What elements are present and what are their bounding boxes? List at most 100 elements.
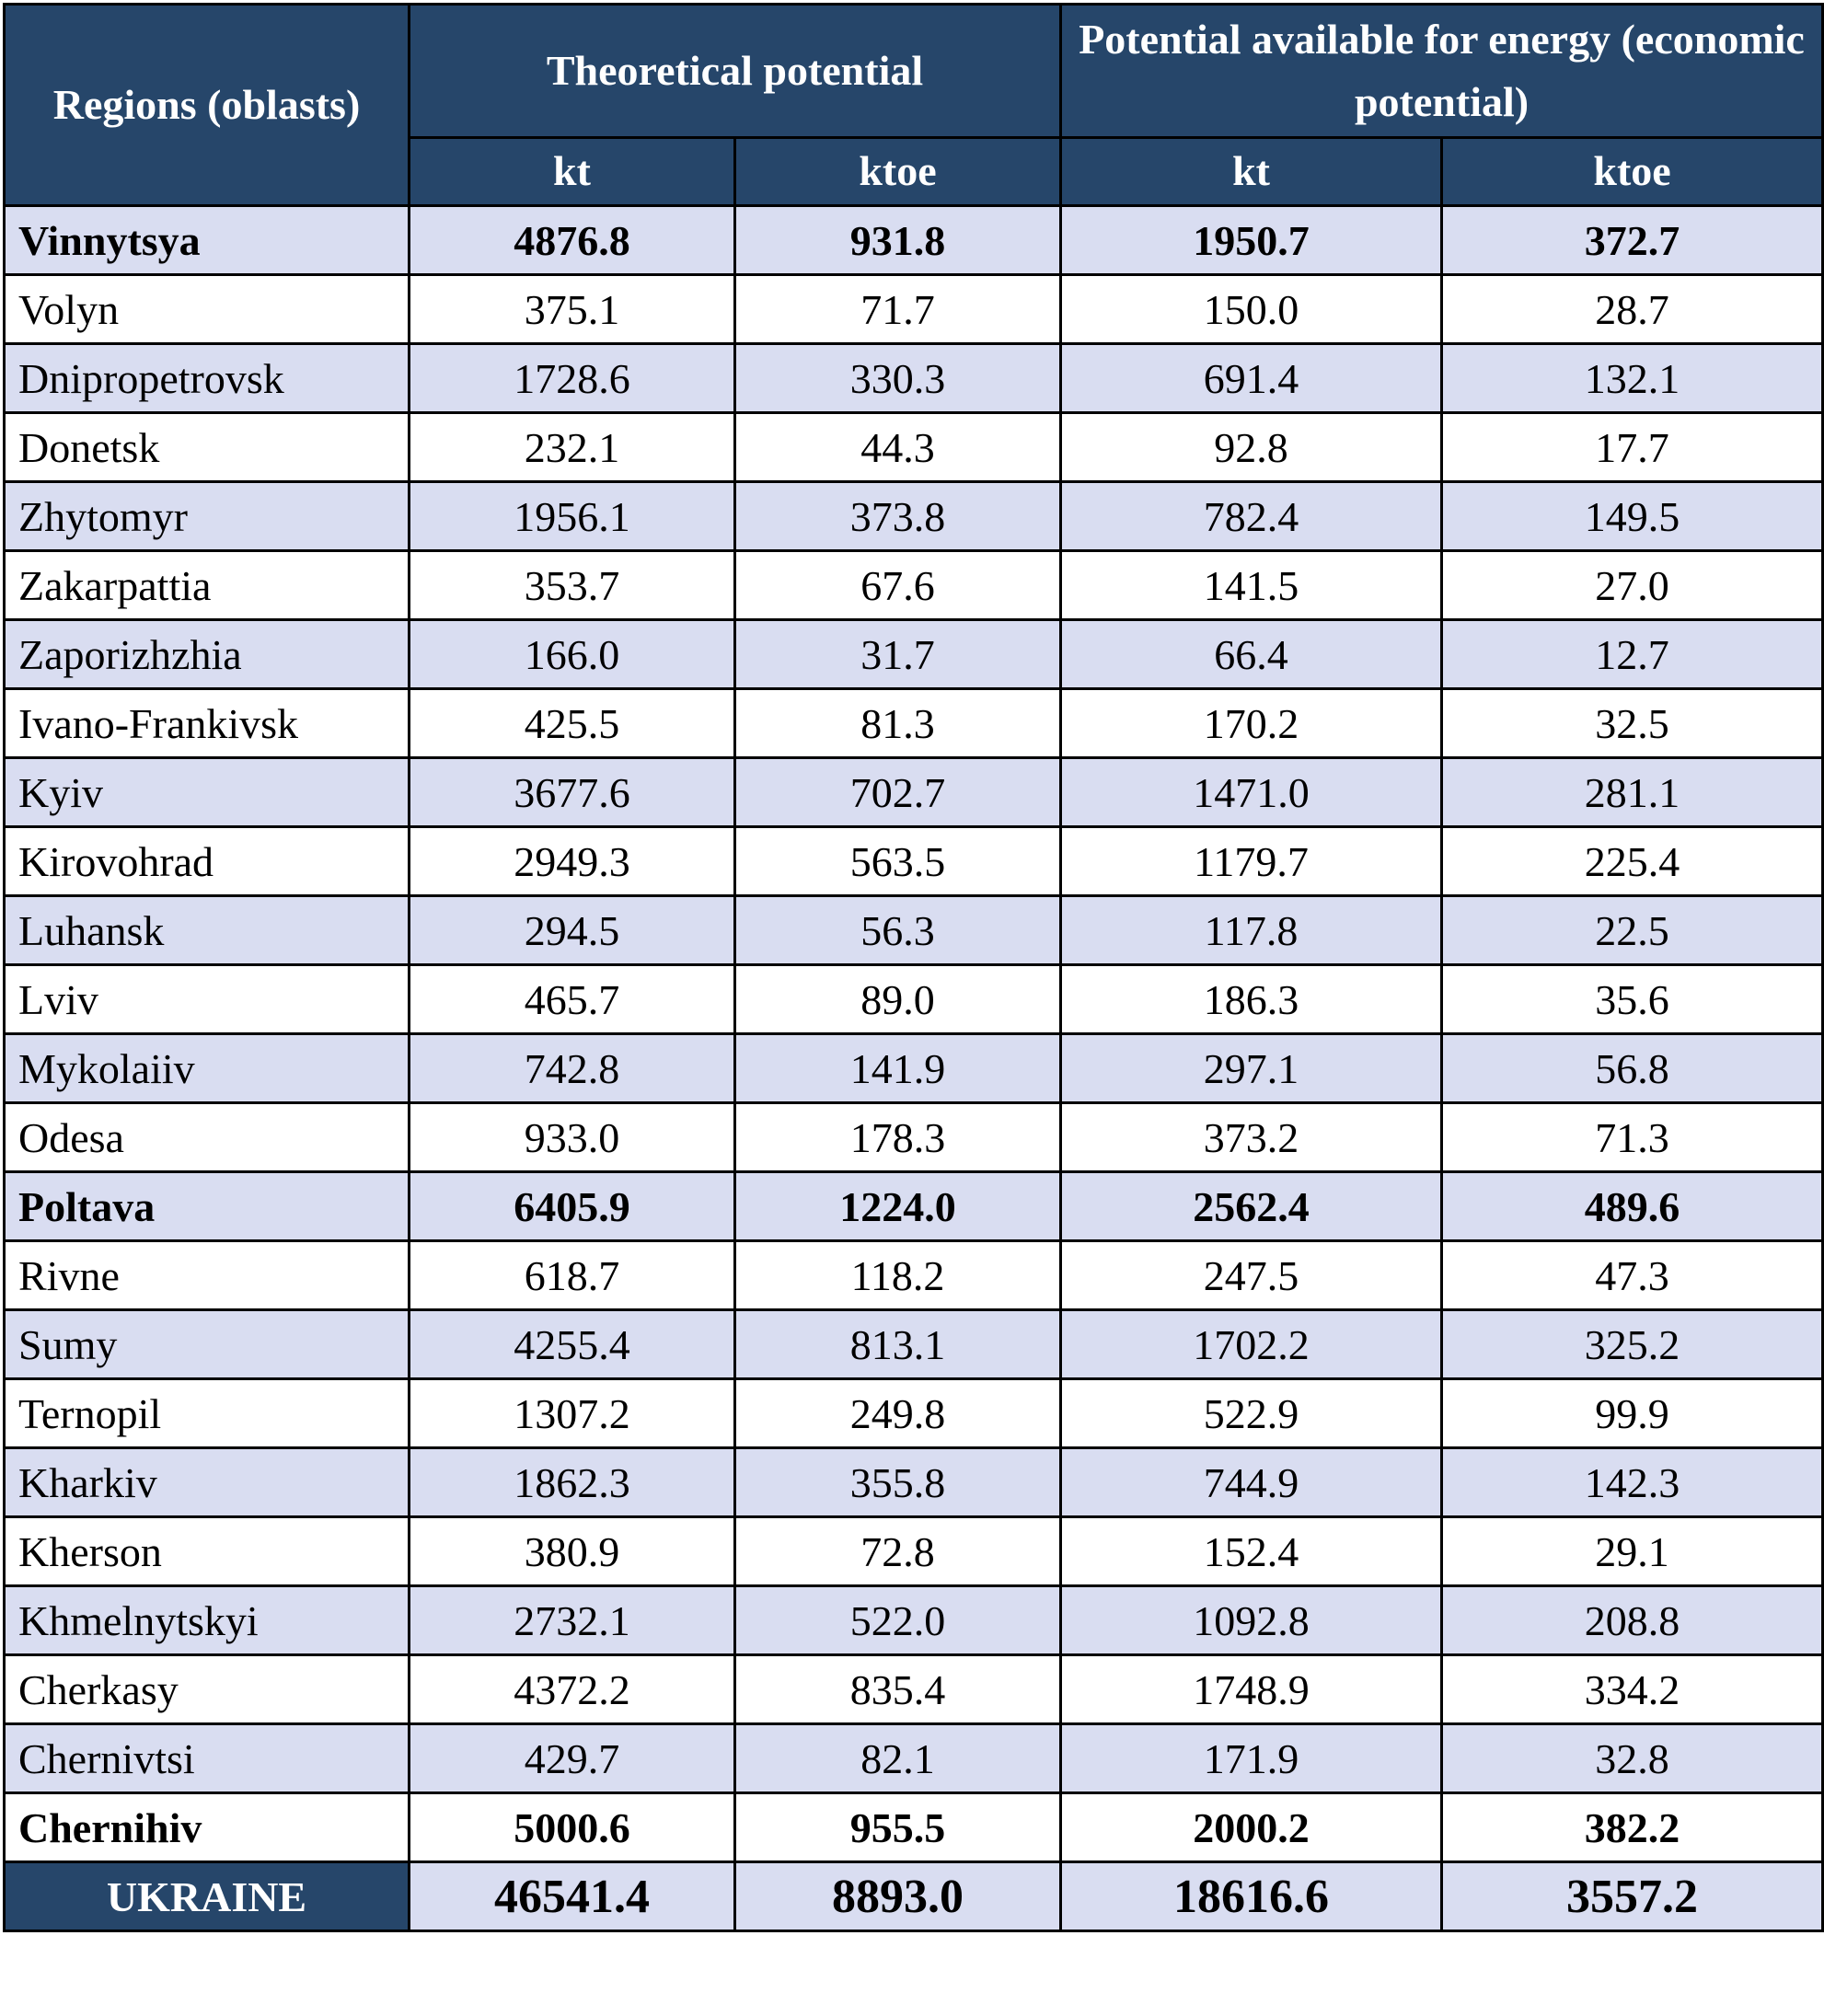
cell-economic-ktoe: 382.2 [1440, 1791, 1824, 1863]
cell-economic-ktoe: 71.3 [1440, 1101, 1824, 1173]
cell-economic-kt: 1471.0 [1059, 756, 1444, 828]
table-row: Volyn 375.1 71.7 150.0 28.7 [3, 273, 1824, 345]
table-row: Chernihiv 5000.6 955.5 2000.2 382.2 [3, 1791, 1824, 1863]
cell-theoretical-ktoe: 141.9 [733, 1032, 1063, 1104]
cell-region: Ternopil [3, 1377, 410, 1449]
cell-economic-kt: 782.4 [1059, 480, 1444, 552]
cell-theoretical-ktoe: 178.3 [733, 1101, 1063, 1173]
cell-region: Volyn [3, 273, 410, 345]
cell-theoretical-ktoe: 702.7 [733, 756, 1063, 828]
cell-economic-kt: 170.2 [1059, 687, 1444, 759]
table-row: Kharkiv 1862.3 355.8 744.9 142.3 [3, 1446, 1824, 1518]
cell-economic-kt: 1092.8 [1059, 1584, 1444, 1656]
header-theoretical-potential: Theoretical potential [407, 3, 1063, 139]
cell-theoretical-ktoe: 89.0 [733, 963, 1063, 1035]
cell-economic-ktoe: 208.8 [1440, 1584, 1824, 1656]
cell-economic-kt: 1950.7 [1059, 204, 1444, 276]
table-row: Khmelnytskyi 2732.1 522.0 1092.8 208.8 [3, 1584, 1824, 1656]
cell-region: Zaporizhzhia [3, 618, 410, 690]
header-theoretical-ktoe: ktoe [733, 135, 1063, 208]
cell-economic-ktoe: 325.2 [1440, 1308, 1824, 1380]
cell-theoretical-kt: 618.7 [408, 1239, 736, 1311]
cell-theoretical-kt: 3677.6 [408, 756, 736, 828]
table-row: Kirovohrad 2949.3 563.5 1179.7 225.4 [3, 825, 1824, 897]
cell-economic-kt: 66.4 [1059, 618, 1444, 690]
cell-theoretical-kt: 465.7 [408, 963, 736, 1035]
cell-theoretical-kt: 294.5 [408, 894, 736, 966]
cell-region: Kharkiv [3, 1446, 410, 1518]
cell-theoretical-ktoe: 373.8 [733, 480, 1063, 552]
cell-economic-kt: 2562.4 [1059, 1170, 1444, 1242]
header-theoretical-kt: kt [408, 135, 736, 208]
cell-economic-kt: 1748.9 [1059, 1653, 1444, 1725]
table-row: Zhytomyr 1956.1 373.8 782.4 149.5 [3, 480, 1824, 552]
cell-region: Donetsk [3, 411, 410, 483]
cell-economic-kt: 150.0 [1059, 273, 1444, 345]
cell-region: Mykolaiiv [3, 1032, 410, 1104]
table-row: Zaporizhzhia 166.0 31.7 66.4 12.7 [3, 618, 1824, 690]
cell-theoretical-ktoe: 355.8 [733, 1446, 1063, 1518]
cell-economic-ktoe: 372.7 [1440, 204, 1824, 276]
cell-theoretical-kt: 1956.1 [408, 480, 736, 552]
cell-theoretical-kt: 429.7 [408, 1722, 736, 1794]
table-row: Dnipropetrovsk 1728.6 330.3 691.4 132.1 [3, 342, 1824, 414]
cell-economic-ktoe: 12.7 [1440, 618, 1824, 690]
cell-theoretical-kt: 742.8 [408, 1032, 736, 1104]
cell-economic-ktoe: 334.2 [1440, 1653, 1824, 1725]
cell-theoretical-ktoe: 118.2 [733, 1239, 1063, 1311]
table-row: Vinnytsya 4876.8 931.8 1950.7 372.7 [3, 204, 1824, 276]
cell-economic-kt: 92.8 [1059, 411, 1444, 483]
cell-economic-ktoe: 29.1 [1440, 1515, 1824, 1587]
cell-region: Kherson [3, 1515, 410, 1587]
cell-theoretical-ktoe: 835.4 [733, 1653, 1063, 1725]
cell-theoretical-kt: 375.1 [408, 273, 736, 345]
cell-region: Lviv [3, 963, 410, 1035]
table-row: Kyiv 3677.6 702.7 1471.0 281.1 [3, 756, 1824, 828]
table-row: Luhansk 294.5 56.3 117.8 22.5 [3, 894, 1824, 966]
cell-economic-ktoe: 142.3 [1440, 1446, 1824, 1518]
cell-theoretical-ktoe: 31.7 [733, 618, 1063, 690]
cell-economic-ktoe: 28.7 [1440, 273, 1824, 345]
header-economic-ktoe: ktoe [1440, 135, 1824, 208]
cell-economic-ktoe: 17.7 [1440, 411, 1824, 483]
cell-region: Kyiv [3, 756, 410, 828]
table-row: Donetsk 232.1 44.3 92.8 17.7 [3, 411, 1824, 483]
cell-region: Chernivtsi [3, 1722, 410, 1794]
total-economic-kt: 18616.6 [1059, 1860, 1444, 1932]
cell-economic-kt: 152.4 [1059, 1515, 1444, 1587]
cell-economic-kt: 691.4 [1059, 342, 1444, 414]
table-row: Odesa 933.0 178.3 373.2 71.3 [3, 1101, 1824, 1173]
cell-economic-kt: 171.9 [1059, 1722, 1444, 1794]
cell-region: Zhytomyr [3, 480, 410, 552]
cell-theoretical-kt: 933.0 [408, 1101, 736, 1173]
cell-region: Poltava [3, 1170, 410, 1242]
cell-theoretical-ktoe: 522.0 [733, 1584, 1063, 1656]
cell-economic-kt: 186.3 [1059, 963, 1444, 1035]
cell-theoretical-ktoe: 330.3 [733, 342, 1063, 414]
total-label: UKRAINE [3, 1860, 410, 1932]
cell-theoretical-kt: 6405.9 [408, 1170, 736, 1242]
cell-theoretical-kt: 5000.6 [408, 1791, 736, 1863]
table-row: Ternopil 1307.2 249.8 522.9 99.9 [3, 1377, 1824, 1449]
cell-economic-ktoe: 489.6 [1440, 1170, 1824, 1242]
cell-theoretical-ktoe: 1224.0 [733, 1170, 1063, 1242]
cell-theoretical-ktoe: 81.3 [733, 687, 1063, 759]
cell-theoretical-ktoe: 72.8 [733, 1515, 1063, 1587]
cell-region: Rivne [3, 1239, 410, 1311]
cell-region: Zakarpattia [3, 549, 410, 621]
cell-theoretical-kt: 380.9 [408, 1515, 736, 1587]
header-economic-potential: Potential available for energy (economic… [1059, 3, 1824, 139]
cell-theoretical-kt: 1728.6 [408, 342, 736, 414]
cell-theoretical-kt: 2949.3 [408, 825, 736, 897]
cell-theoretical-kt: 4876.8 [408, 204, 736, 276]
total-row: UKRAINE 46541.4 8893.0 18616.6 3557.2 [3, 1860, 1824, 1932]
cell-region: Vinnytsya [3, 204, 410, 276]
cell-region: Odesa [3, 1101, 410, 1173]
cell-economic-ktoe: 149.5 [1440, 480, 1824, 552]
cell-economic-kt: 522.9 [1059, 1377, 1444, 1449]
cell-theoretical-ktoe: 56.3 [733, 894, 1063, 966]
cell-theoretical-kt: 2732.1 [408, 1584, 736, 1656]
cell-theoretical-kt: 1307.2 [408, 1377, 736, 1449]
table-row: Zakarpattia 353.7 67.6 141.5 27.0 [3, 549, 1824, 621]
table-row: Poltava 6405.9 1224.0 2562.4 489.6 [3, 1170, 1824, 1242]
